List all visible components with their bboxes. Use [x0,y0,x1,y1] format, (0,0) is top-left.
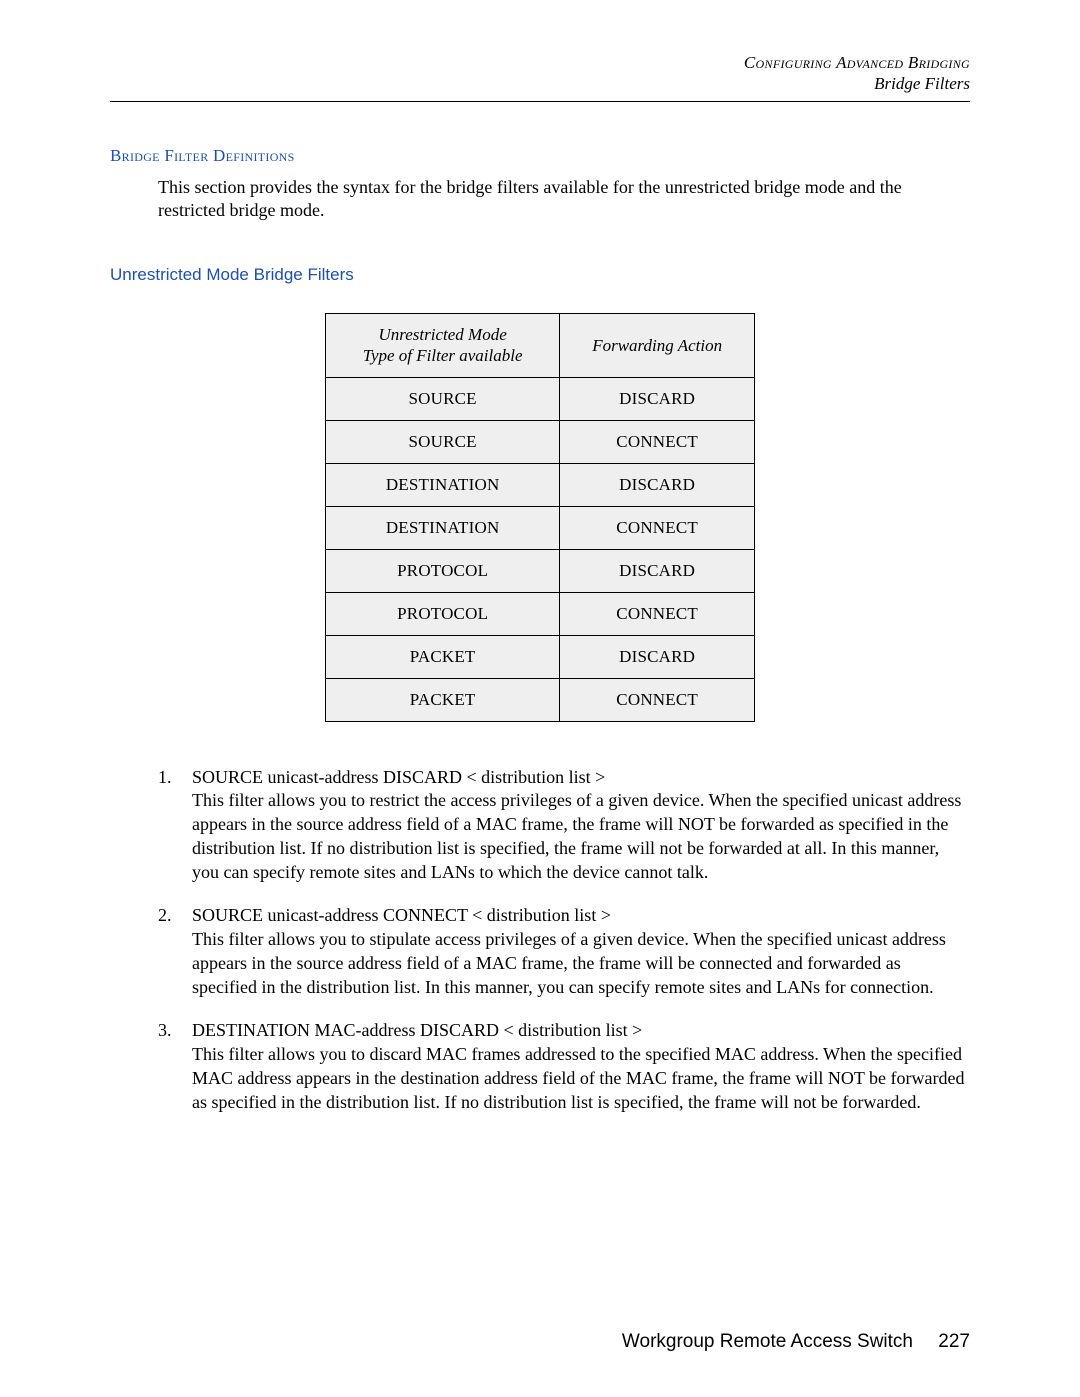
list-item: 3. DESTINATION MAC-address DISCARD < dis… [158,1019,970,1114]
page: Configuring Advanced Bridging Bridge Fil… [0,0,1080,1397]
th0-line2: Type of Filter available [363,346,523,365]
table-wrapper: Unrestricted Mode Type of Filter availab… [110,313,970,722]
definition-desc: This filter allows you to stipulate acce… [192,928,970,999]
table-cell: DESTINATION [326,506,560,549]
list-body: SOURCE unicast-address CONNECT < distrib… [192,904,970,999]
definition-list: 1. SOURCE unicast-address DISCARD < dist… [158,766,970,1115]
table-row: PACKETDISCARD [326,635,755,678]
header-line-2: Bridge Filters [110,73,970,94]
table-cell: PROTOCOL [326,592,560,635]
definition-title: SOURCE unicast-address DISCARD < distrib… [192,766,970,790]
definition-desc: This filter allows you to discard MAC fr… [192,1043,970,1114]
list-number: 2. [158,904,192,999]
table-row: PROTOCOLDISCARD [326,549,755,592]
table-row: DESTINATIONDISCARD [326,463,755,506]
table-cell: DISCARD [560,635,755,678]
table-row: SOURCECONNECT [326,420,755,463]
list-number: 1. [158,766,192,885]
filter-table: Unrestricted Mode Type of Filter availab… [325,313,755,722]
table-cell: SOURCE [326,420,560,463]
table-cell: DESTINATION [326,463,560,506]
table-cell: CONNECT [560,420,755,463]
table-cell: CONNECT [560,678,755,721]
definition-title: DESTINATION MAC-address DISCARD < distri… [192,1019,970,1043]
section-intro: This section provides the syntax for the… [158,176,970,224]
table-cell: PACKET [326,678,560,721]
page-footer: Workgroup Remote Access Switch 227 [622,1331,970,1353]
section-title: Bridge Filter Definitions [110,146,970,166]
list-body: SOURCE unicast-address DISCARD < distrib… [192,766,970,885]
table-cell: SOURCE [326,377,560,420]
table-row: PROTOCOLCONNECT [326,592,755,635]
table-header-col-1: Forwarding Action [560,314,755,378]
table-row: SOURCEDISCARD [326,377,755,420]
table-row: DESTINATIONCONNECT [326,506,755,549]
table-cell: CONNECT [560,506,755,549]
table-cell: CONNECT [560,592,755,635]
definition-title: SOURCE unicast-address CONNECT < distrib… [192,904,970,928]
running-header: Configuring Advanced Bridging Bridge Fil… [110,52,970,95]
th0-line1: Unrestricted Mode [379,325,507,344]
subsection-title: Unrestricted Mode Bridge Filters [110,265,970,285]
table-cell: DISCARD [560,377,755,420]
list-item: 1. SOURCE unicast-address DISCARD < dist… [158,766,970,885]
table-body: SOURCEDISCARD SOURCECONNECT DESTINATIOND… [326,377,755,721]
list-body: DESTINATION MAC-address DISCARD < distri… [192,1019,970,1114]
list-item: 2. SOURCE unicast-address CONNECT < dist… [158,904,970,999]
table-cell: DISCARD [560,463,755,506]
table-header-col-0: Unrestricted Mode Type of Filter availab… [326,314,560,378]
definition-desc: This filter allows you to restrict the a… [192,789,970,884]
table-header-row: Unrestricted Mode Type of Filter availab… [326,314,755,378]
table-cell: DISCARD [560,549,755,592]
header-rule [110,101,970,102]
table-row: PACKETCONNECT [326,678,755,721]
table-cell: PROTOCOL [326,549,560,592]
header-line-1: Configuring Advanced Bridging [110,52,970,73]
footer-label: Workgroup Remote Access Switch [622,1331,913,1352]
table-cell: PACKET [326,635,560,678]
page-number: 227 [938,1331,970,1353]
list-number: 3. [158,1019,192,1114]
